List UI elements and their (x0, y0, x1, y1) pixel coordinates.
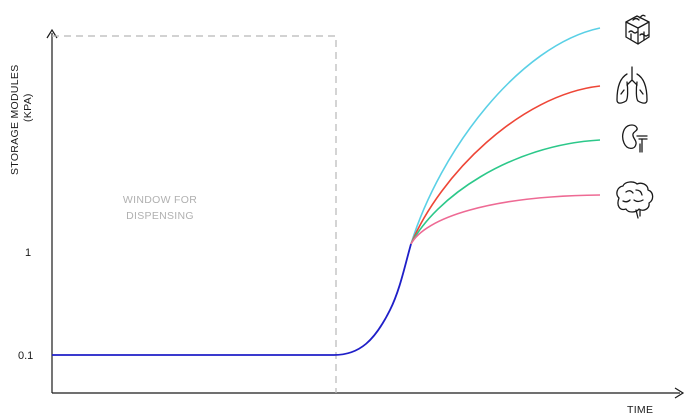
series-line-brain (410, 194, 601, 245)
y-axis-title-line1: STORAGE MODULES (9, 65, 21, 176)
tissue-block-icon (625, 14, 650, 45)
y-tick-label-0.1: 0.1 (18, 350, 33, 362)
kidney-icon (622, 124, 648, 153)
brain-icon (616, 181, 654, 219)
axes (46, 28, 685, 399)
series-line-kidney (410, 139, 601, 245)
x-axis-arrow (674, 387, 685, 399)
series-line-tissue (410, 27, 601, 245)
lungs-icon (616, 66, 648, 104)
window-text-line1: WINDOW FOR (123, 194, 197, 206)
dispensing-window: WINDOW FOR DISPENSING (52, 35, 337, 393)
curves (52, 27, 601, 356)
series-line-lungs (410, 85, 601, 245)
y-tick-label-1: 1 (25, 247, 31, 259)
baseline-line (52, 243, 412, 356)
x-axis-title: TIME (627, 404, 653, 416)
y-axis-title-line2: (KPA) (22, 93, 34, 122)
dispensing-window-border (52, 35, 337, 393)
y-axis-arrow (46, 28, 58, 39)
window-text-line2: DISPENSING (126, 210, 194, 222)
